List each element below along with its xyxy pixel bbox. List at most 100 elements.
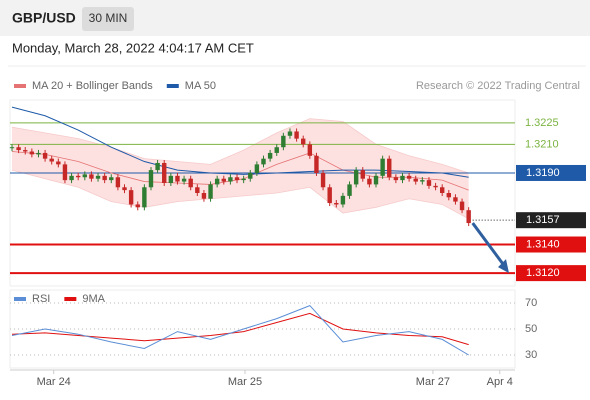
- timestamp: Monday, March 28, 2022 4:04:17 AM CET: [12, 40, 254, 55]
- candle: [221, 178, 226, 182]
- level-box: [516, 212, 586, 229]
- candle: [320, 172, 326, 188]
- level-label: 1.3210: [525, 138, 559, 150]
- candle: [75, 175, 81, 178]
- candle: [214, 178, 220, 185]
- interval[interactable]: 30 MIN: [89, 11, 128, 25]
- legend-swatch: [64, 297, 77, 301]
- candle: [148, 170, 154, 188]
- level-label: 1.3190: [526, 167, 560, 179]
- candle: [201, 193, 207, 199]
- candle: [254, 164, 260, 173]
- candle: [406, 175, 412, 179]
- y-tick-label: 70: [525, 297, 537, 309]
- candle: [95, 175, 101, 179]
- candle: [334, 203, 339, 205]
- candle: [307, 144, 313, 156]
- interval-button[interactable]: [82, 7, 134, 31]
- rsi-ma-line: [11, 312, 469, 346]
- candle: [23, 150, 28, 152]
- candle: [353, 170, 359, 185]
- candle: [281, 135, 286, 148]
- legend-swatch: [166, 84, 179, 88]
- candle: [446, 193, 452, 198]
- candle: [56, 161, 61, 165]
- candle: [168, 175, 174, 183]
- candle: [9, 147, 15, 149]
- candle: [155, 162, 160, 171]
- candle: [373, 175, 379, 185]
- legend-label: RSI: [32, 293, 50, 305]
- price-panel: [9, 99, 516, 287]
- level-label: 1.3140: [526, 238, 560, 250]
- candle: [301, 138, 306, 145]
- candle: [234, 177, 240, 181]
- x-tick-label: Apr 4: [487, 376, 513, 388]
- candle: [89, 174, 94, 179]
- candle: [274, 147, 279, 153]
- candle: [420, 180, 425, 182]
- level-box: [516, 236, 586, 253]
- candle: [29, 151, 35, 155]
- level-label: 1.3120: [526, 267, 560, 279]
- legend-label: 9MA: [82, 293, 105, 305]
- candle: [400, 175, 405, 181]
- candle: [347, 184, 352, 196]
- legend-swatch: [14, 84, 26, 88]
- y-tick-label: 30: [525, 349, 537, 361]
- candle: [16, 147, 21, 151]
- candle: [453, 197, 458, 202]
- legend-swatch: [14, 297, 26, 301]
- candle: [162, 162, 167, 183]
- x-tick-label: Mar 24: [37, 376, 71, 388]
- candle: [115, 177, 121, 188]
- candle: [128, 190, 134, 205]
- candle: [287, 131, 293, 136]
- candle: [294, 131, 299, 139]
- symbol: GBP/USD: [12, 10, 76, 26]
- level-box: [516, 265, 586, 282]
- candle: [439, 187, 445, 193]
- candle: [102, 175, 107, 181]
- legend-label: MA 50: [185, 80, 216, 92]
- candle: [466, 210, 471, 224]
- rsi-line: [11, 305, 469, 356]
- candle: [314, 155, 319, 173]
- credit: Research © 2022 Trading Central: [416, 80, 580, 92]
- candle: [181, 178, 187, 182]
- bollinger-band: [12, 118, 469, 219]
- candle: [62, 164, 68, 181]
- candle: [241, 178, 246, 181]
- level-box: [516, 164, 586, 181]
- forecast-arrowhead: [498, 259, 509, 274]
- candle: [142, 187, 147, 208]
- candle: [122, 187, 127, 191]
- candle: [367, 178, 372, 185]
- forecast-arrow: [471, 222, 508, 270]
- candle: [175, 175, 180, 182]
- candle: [261, 158, 266, 165]
- candle: [267, 152, 273, 159]
- bollinger-lower: [11, 169, 469, 220]
- candle: [109, 177, 114, 181]
- candle: [188, 178, 193, 188]
- candle: [340, 195, 346, 205]
- candle: [393, 177, 399, 181]
- candle: [426, 180, 432, 186]
- level-label: 1.3225: [525, 117, 559, 129]
- candle: [360, 170, 365, 179]
- bollinger-upper: [11, 118, 469, 174]
- candle: [42, 152, 48, 159]
- candle: [82, 174, 88, 178]
- candle: [36, 152, 41, 155]
- candle: [228, 177, 233, 182]
- level-label: 1.3157: [526, 214, 560, 226]
- y-tick-label: 50: [525, 323, 537, 335]
- candle: [49, 158, 54, 162]
- candle: [459, 201, 465, 211]
- candle: [433, 185, 438, 188]
- candle: [208, 184, 213, 199]
- candle: [69, 175, 74, 181]
